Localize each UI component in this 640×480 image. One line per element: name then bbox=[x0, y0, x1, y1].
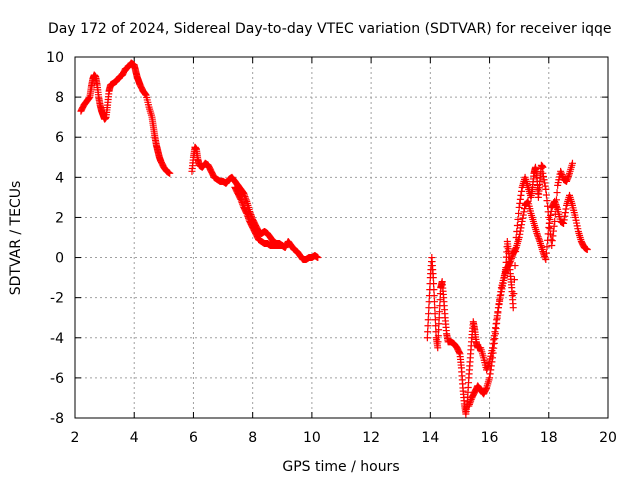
data-point bbox=[430, 292, 438, 300]
data-point bbox=[583, 246, 591, 254]
data-point bbox=[551, 210, 559, 218]
x-tick-label: 14 bbox=[421, 430, 439, 446]
chart-title: Day 172 of 2024, Sidereal Day-to-day VTE… bbox=[48, 21, 612, 37]
x-tick-label: 2 bbox=[71, 430, 80, 446]
data-point bbox=[552, 196, 560, 204]
data-point bbox=[424, 316, 432, 324]
data-point bbox=[425, 310, 433, 318]
data-point bbox=[424, 322, 432, 330]
x-axis-label: GPS time / hours bbox=[282, 459, 399, 475]
series-segment-1 bbox=[77, 59, 174, 177]
data-point bbox=[434, 338, 442, 346]
data-point bbox=[429, 274, 437, 282]
data-point bbox=[435, 320, 443, 328]
data-point bbox=[431, 310, 439, 318]
x-tick-label: 8 bbox=[248, 430, 257, 446]
data-point bbox=[435, 326, 443, 334]
data-point bbox=[278, 242, 286, 250]
x-tick-label: 6 bbox=[189, 430, 198, 446]
plot-frame bbox=[74, 56, 609, 419]
y-tick-label: -8 bbox=[50, 411, 64, 427]
data-point bbox=[434, 344, 442, 352]
data-point bbox=[430, 286, 438, 294]
data-point bbox=[553, 189, 561, 197]
data-point bbox=[514, 215, 522, 223]
y-tick-label: -2 bbox=[50, 291, 64, 307]
y-axis-label: SDTVAR / TECUs bbox=[8, 181, 24, 296]
axis-ticks bbox=[74, 56, 609, 419]
data-point bbox=[314, 254, 322, 262]
data-point bbox=[542, 249, 550, 257]
grid bbox=[75, 57, 608, 418]
data-point bbox=[423, 334, 431, 342]
y-tick-label: 8 bbox=[55, 90, 64, 106]
data-point bbox=[543, 243, 551, 251]
data-point bbox=[552, 203, 560, 211]
x-tick-label: 4 bbox=[130, 430, 139, 446]
x-tick-label: 18 bbox=[540, 430, 558, 446]
data-point bbox=[434, 332, 442, 340]
series-segment-2 bbox=[188, 143, 322, 264]
data-point bbox=[510, 276, 518, 284]
x-tick-label: 12 bbox=[362, 430, 380, 446]
data-point bbox=[568, 159, 576, 167]
series-segment-3-upper-track bbox=[539, 159, 576, 250]
data-point bbox=[436, 296, 444, 304]
data-point bbox=[511, 262, 519, 270]
y-tick-label: 0 bbox=[55, 251, 64, 267]
y-tick-label: 10 bbox=[46, 50, 64, 66]
data-point bbox=[435, 314, 443, 322]
x-tick-label: 16 bbox=[481, 430, 499, 446]
data-points bbox=[77, 59, 591, 418]
y-tick-label: 6 bbox=[55, 130, 64, 146]
x-tick-label: 10 bbox=[303, 430, 321, 446]
series-segment-3-lower-track bbox=[465, 191, 591, 410]
data-point bbox=[436, 308, 444, 316]
data-point bbox=[425, 304, 433, 312]
data-point bbox=[539, 163, 547, 171]
data-point bbox=[542, 256, 550, 264]
data-point bbox=[509, 304, 517, 312]
series-segment-2-lower-track bbox=[231, 183, 286, 250]
data-point bbox=[515, 209, 523, 217]
y-tick-label: 4 bbox=[55, 170, 64, 186]
data-point bbox=[431, 316, 439, 324]
data-point bbox=[424, 328, 432, 336]
data-point bbox=[431, 304, 439, 312]
data-point bbox=[166, 169, 174, 177]
y-tick-label: 2 bbox=[55, 210, 64, 226]
data-point bbox=[510, 290, 518, 298]
data-point bbox=[430, 298, 438, 306]
data-point bbox=[551, 217, 559, 225]
y-tick-label: -6 bbox=[50, 371, 64, 387]
data-point bbox=[430, 280, 438, 288]
y-tick-label: -4 bbox=[50, 331, 64, 347]
data-point bbox=[513, 221, 521, 229]
x-tick-label: 20 bbox=[599, 430, 617, 446]
